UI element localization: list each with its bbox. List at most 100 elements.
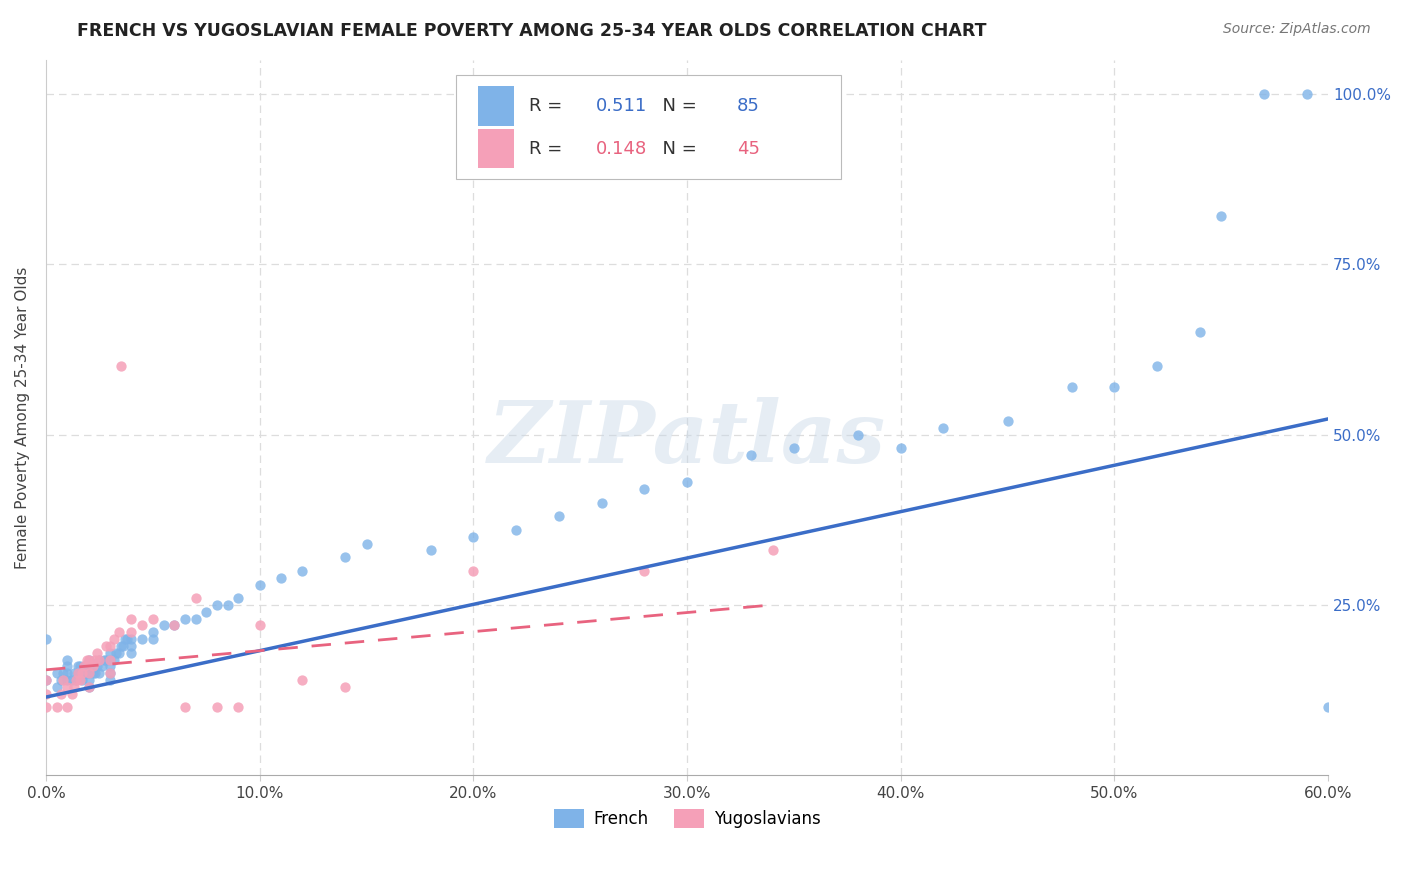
Point (73, 659, 96, 673)
FancyBboxPatch shape (478, 128, 515, 169)
FancyBboxPatch shape (457, 75, 841, 179)
Point (120, 646, 142, 660)
Point (1253, 87, 1275, 101)
Point (356, 536, 378, 550)
Point (152, 618, 174, 632)
Point (676, 475, 699, 490)
Point (73, 666, 96, 681)
Point (45, 666, 67, 681)
Point (49, 673, 72, 687)
Point (291, 564, 314, 578)
Point (76, 652, 98, 666)
Point (56, 673, 79, 687)
Point (98, 673, 121, 687)
Point (77, 680, 100, 694)
Point (98, 652, 121, 666)
Point (98, 646, 121, 660)
Point (77, 652, 100, 666)
Point (103, 632, 125, 647)
Point (62, 680, 84, 694)
Point (94, 652, 117, 666)
Point (103, 652, 125, 666)
Point (82, 666, 104, 681)
Point (66, 666, 89, 681)
Point (72, 673, 94, 687)
Point (1317, 700, 1340, 714)
Point (120, 639, 142, 653)
Point (547, 509, 569, 524)
Point (69, 659, 91, 673)
Point (226, 591, 249, 606)
Point (77, 659, 100, 673)
Point (62, 666, 84, 681)
Point (45, 700, 67, 714)
Point (98, 659, 121, 673)
Point (49, 687, 72, 701)
Text: R =: R = (529, 139, 568, 158)
Point (217, 598, 239, 612)
Point (77, 652, 100, 666)
Point (783, 441, 806, 455)
Point (195, 605, 218, 619)
Point (35, 673, 58, 687)
Y-axis label: Female Poverty Among 25-34 Year Olds: Female Poverty Among 25-34 Year Olds (15, 267, 30, 569)
Point (142, 625, 165, 640)
Point (60, 687, 83, 701)
Point (932, 421, 955, 435)
Text: ZIPatlas: ZIPatlas (488, 397, 886, 481)
Point (66, 659, 89, 673)
Point (110, 359, 132, 374)
Legend: French, Yugoslavians: French, Yugoslavians (547, 803, 827, 835)
Point (846, 427, 869, 442)
Point (52, 666, 75, 681)
Text: N =: N = (651, 97, 703, 115)
Point (633, 482, 655, 496)
Point (1104, 380, 1126, 394)
Point (89, 652, 111, 666)
Point (226, 700, 249, 714)
Point (111, 639, 134, 653)
Point (56, 700, 79, 714)
Point (76, 666, 98, 681)
Point (173, 700, 195, 714)
Point (77, 673, 100, 687)
Point (163, 618, 186, 632)
Point (333, 680, 356, 694)
Point (98, 666, 121, 681)
Point (633, 564, 655, 578)
Text: N =: N = (651, 139, 703, 158)
Point (52, 673, 75, 687)
Point (72, 666, 94, 681)
Point (463, 564, 485, 578)
Point (173, 612, 195, 626)
Point (205, 700, 228, 714)
Point (291, 673, 314, 687)
Point (249, 618, 271, 632)
Point (98, 639, 121, 653)
Point (505, 523, 527, 537)
Point (94, 639, 117, 653)
Point (591, 496, 613, 510)
Point (93, 652, 115, 666)
Point (163, 618, 186, 632)
Text: 0.511: 0.511 (596, 97, 647, 115)
FancyBboxPatch shape (478, 87, 515, 126)
Text: FRENCH VS YUGOSLAVIAN FEMALE POVERTY AMONG 25-34 YEAR OLDS CORRELATION CHART: FRENCH VS YUGOSLAVIAN FEMALE POVERTY AMO… (77, 22, 987, 40)
Point (35, 687, 58, 701)
Point (333, 550, 356, 565)
Point (98, 666, 121, 681)
Point (1211, 210, 1233, 224)
Point (890, 441, 912, 455)
Point (90, 659, 112, 673)
Point (131, 632, 153, 647)
Point (65, 673, 87, 687)
Point (107, 625, 129, 640)
Point (142, 612, 165, 626)
Point (270, 571, 292, 585)
Point (115, 632, 138, 647)
Point (105, 646, 128, 660)
Point (249, 577, 271, 591)
Point (35, 632, 58, 647)
Point (1188, 326, 1211, 340)
Text: R =: R = (529, 97, 568, 115)
